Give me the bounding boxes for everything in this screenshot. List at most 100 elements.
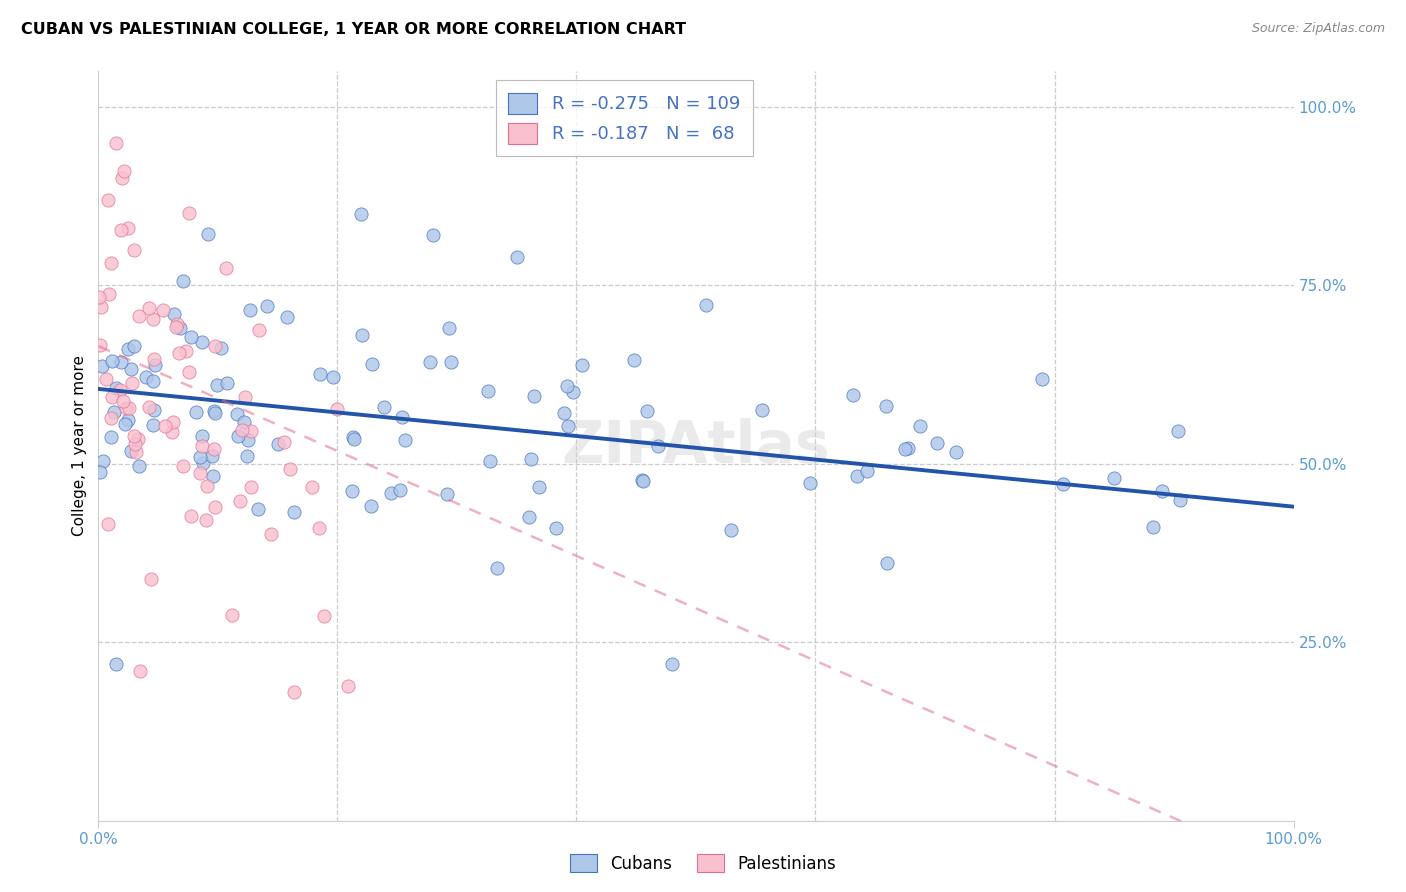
Point: [97, 516, 120, 531]
Point: [631, 473, 654, 487]
Point: [111, 394, 134, 409]
Point: [553, 406, 575, 420]
Point: [229, 493, 252, 508]
Point: [631, 474, 654, 488]
Point: [169, 320, 191, 334]
Point: [875, 399, 897, 413]
Legend: Cubans, Palestinians: Cubans, Palestinians: [564, 847, 842, 880]
Point: [105, 136, 128, 150]
Point: [209, 341, 232, 355]
Point: [1142, 520, 1164, 534]
Point: [256, 299, 278, 313]
Point: [194, 513, 217, 527]
Point: [153, 419, 176, 434]
Point: [101, 390, 124, 404]
Point: [233, 390, 256, 404]
Point: [124, 339, 146, 353]
Point: [546, 521, 568, 535]
Point: [876, 556, 898, 570]
Point: [176, 344, 198, 359]
Point: [751, 402, 773, 417]
Point: [190, 450, 212, 464]
Point: [360, 358, 382, 372]
Point: [394, 433, 416, 447]
Point: [856, 464, 879, 478]
Point: [436, 487, 458, 501]
Point: [225, 407, 247, 421]
Point: [202, 442, 225, 456]
Point: [117, 343, 139, 357]
Point: [117, 221, 139, 235]
Point: [114, 417, 136, 431]
Point: [945, 445, 967, 459]
Point: [103, 404, 125, 418]
Point: [380, 485, 402, 500]
Point: [197, 227, 219, 242]
Point: [308, 521, 330, 535]
Point: [422, 228, 444, 243]
Point: [105, 657, 128, 671]
Y-axis label: College, 1 year or more: College, 1 year or more: [72, 356, 87, 536]
Point: [110, 384, 132, 398]
Point: [204, 338, 226, 352]
Point: [720, 523, 742, 537]
Point: [350, 207, 373, 221]
Point: [112, 163, 135, 178]
Point: [111, 171, 134, 186]
Point: [260, 527, 283, 541]
Point: [139, 573, 162, 587]
Point: [179, 365, 201, 379]
Point: [276, 310, 298, 325]
Text: CUBAN VS PALESTINIAN COLLEGE, 1 YEAR OR MORE CORRELATION CHART: CUBAN VS PALESTINIAN COLLEGE, 1 YEAR OR …: [21, 22, 686, 37]
Point: [143, 403, 166, 417]
Point: [910, 419, 932, 434]
Point: [104, 381, 127, 395]
Point: [128, 459, 150, 474]
Point: [172, 459, 194, 474]
Point: [215, 376, 238, 390]
Point: [846, 469, 869, 483]
Point: [166, 317, 188, 331]
Point: [239, 303, 262, 318]
Point: [180, 508, 202, 523]
Point: [437, 320, 460, 334]
Point: [201, 449, 224, 463]
Point: [165, 320, 187, 334]
Point: [519, 451, 541, 466]
Point: [129, 664, 152, 678]
Point: [247, 501, 270, 516]
Point: [557, 419, 579, 434]
Point: [110, 355, 132, 369]
Point: [204, 406, 226, 420]
Point: [477, 384, 499, 399]
Point: [894, 442, 917, 457]
Point: [100, 255, 122, 269]
Point: [180, 330, 202, 344]
Point: [352, 328, 374, 343]
Point: [527, 480, 550, 494]
Point: [89, 300, 111, 314]
Point: [239, 480, 262, 494]
Point: [231, 423, 253, 437]
Point: [267, 437, 290, 451]
Point: [485, 561, 508, 575]
Point: [215, 260, 238, 275]
Point: [278, 461, 301, 475]
Point: [124, 437, 146, 451]
Point: [91, 359, 114, 374]
Point: [897, 442, 920, 456]
Point: [120, 362, 142, 376]
Point: [308, 368, 330, 382]
Point: [160, 425, 183, 439]
Point: [118, 401, 141, 416]
Point: [125, 445, 148, 459]
Point: [478, 453, 501, 467]
Point: [202, 468, 225, 483]
Point: [314, 609, 336, 624]
Point: [647, 439, 669, 453]
Point: [121, 376, 143, 390]
Point: [799, 476, 821, 491]
Point: [283, 505, 305, 519]
Point: [235, 449, 257, 463]
Point: [179, 206, 201, 220]
